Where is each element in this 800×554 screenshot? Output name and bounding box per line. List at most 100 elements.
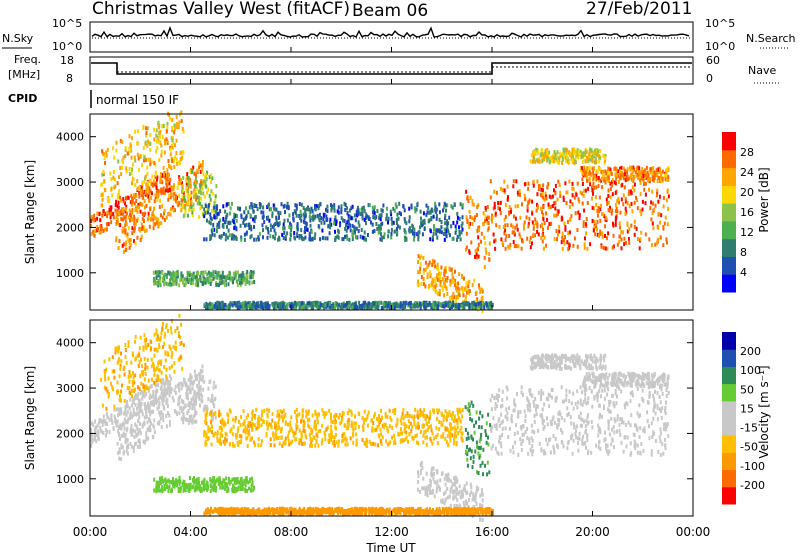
power-cell	[499, 186, 502, 191]
power-cell	[188, 273, 191, 278]
power-cell	[209, 271, 212, 276]
power-cell	[479, 304, 482, 309]
power-cell	[611, 192, 614, 197]
power-cell	[115, 140, 118, 145]
power-cell	[413, 206, 416, 211]
power-cell	[159, 172, 162, 177]
power-cell	[375, 222, 378, 226]
power-cell	[145, 182, 148, 187]
power-cell	[596, 232, 599, 237]
power-cell	[464, 295, 467, 299]
power-cell	[217, 271, 220, 276]
power-cell	[293, 231, 296, 235]
power-cell	[348, 237, 351, 242]
power-cell	[181, 277, 184, 282]
velocity-cell	[260, 417, 263, 422]
power-cell	[502, 225, 505, 229]
power-cell	[117, 200, 120, 205]
power-cell	[466, 302, 469, 307]
power-cell	[210, 306, 212, 310]
power-cell	[391, 221, 394, 226]
power-cell	[327, 224, 330, 229]
power-cell	[262, 235, 264, 240]
power-cell	[324, 303, 327, 308]
power-cell	[323, 305, 326, 310]
power-cell	[638, 170, 641, 175]
power-cell	[350, 216, 353, 221]
power-cell	[250, 304, 253, 309]
power-cell	[194, 190, 196, 195]
velocity-cell	[139, 440, 141, 445]
power-cell	[501, 241, 504, 246]
power-cell	[201, 168, 204, 173]
power-cell	[222, 216, 225, 221]
power-cell	[152, 270, 155, 275]
velocity-cell	[424, 435, 427, 440]
velocity-cell	[92, 422, 95, 427]
power-cell	[430, 281, 433, 285]
power-cell	[206, 170, 209, 175]
power-cell	[227, 220, 230, 225]
velocity-cell	[251, 411, 254, 416]
power-cell	[267, 302, 269, 307]
power-cell	[390, 212, 393, 217]
power-cell	[361, 303, 364, 308]
power-cell	[629, 175, 632, 180]
power-cell	[221, 270, 224, 275]
velocity-cell	[145, 412, 148, 417]
power-cell	[574, 211, 577, 216]
power-cell	[237, 277, 240, 282]
power-cell	[228, 271, 231, 276]
power-cell	[377, 230, 380, 235]
power-cell	[165, 215, 168, 220]
power-cell	[614, 209, 617, 214]
power-cell	[302, 237, 305, 241]
power-cell	[461, 215, 464, 220]
power-cell	[543, 235, 546, 240]
power-cell	[571, 193, 574, 198]
velocity-cell	[393, 408, 396, 412]
power-cell	[438, 275, 441, 280]
power-cell	[209, 234, 212, 239]
velocity-cell	[451, 416, 454, 421]
velocity-cell	[395, 423, 398, 428]
power-cell	[422, 301, 425, 306]
power-cell	[273, 236, 276, 241]
power-cell	[464, 301, 467, 306]
power-cell	[533, 150, 536, 155]
velocity-cell	[106, 415, 109, 420]
power-cell	[490, 303, 493, 308]
velocity-cell	[393, 438, 396, 443]
power-cell	[167, 159, 170, 163]
velocity-cell	[156, 334, 159, 339]
velocity-cell	[248, 424, 251, 429]
power-cell	[467, 284, 470, 289]
power-cell	[558, 157, 561, 162]
power-cell	[615, 167, 618, 171]
power-cell	[428, 270, 431, 275]
power-cell	[583, 242, 586, 247]
power-cell	[213, 215, 216, 220]
power-cell	[328, 304, 331, 309]
velocity-cell	[188, 405, 191, 410]
velocity-cell	[90, 421, 93, 426]
power-cell	[629, 189, 632, 194]
power-cell	[589, 182, 592, 187]
velocity-cell	[158, 345, 161, 350]
velocity-cell	[448, 434, 451, 439]
power-cell	[543, 157, 546, 162]
velocity-cell	[179, 335, 182, 340]
power-cell	[110, 177, 113, 182]
power-cell	[416, 304, 419, 309]
velocity-cell	[205, 405, 208, 409]
power-cell	[447, 304, 450, 308]
power-cell	[428, 283, 431, 288]
power-cell	[423, 227, 426, 231]
power-cell	[415, 303, 418, 308]
power-cell	[357, 220, 360, 225]
velocity-cell	[134, 339, 136, 344]
velocity-cell	[196, 383, 199, 388]
power-cell	[382, 235, 385, 240]
power-cell	[215, 184, 218, 189]
power-cell	[487, 215, 490, 220]
